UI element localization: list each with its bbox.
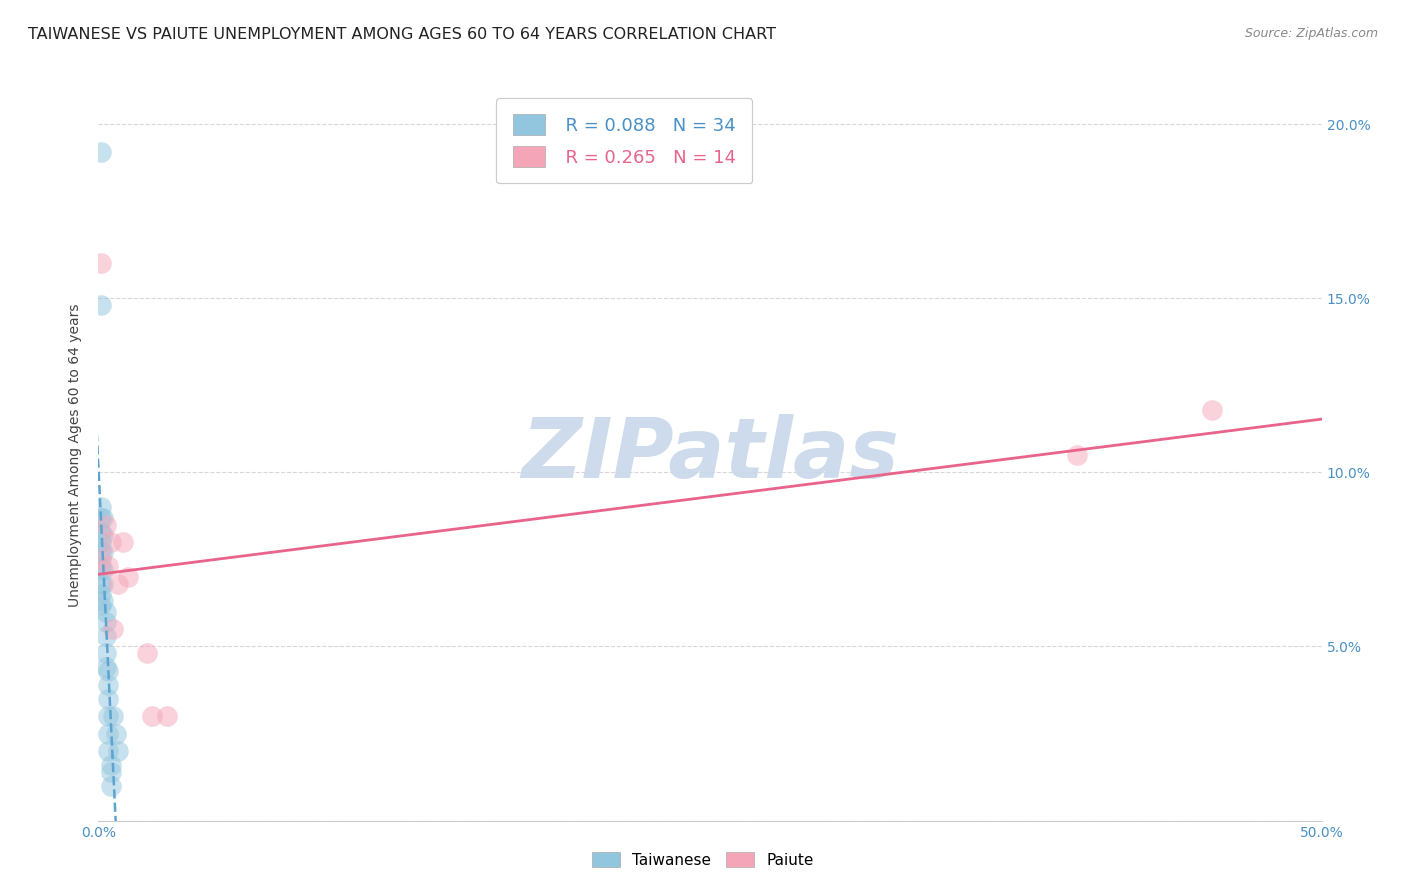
- Y-axis label: Unemployment Among Ages 60 to 64 years: Unemployment Among Ages 60 to 64 years: [69, 303, 83, 607]
- Point: [91, 545, 114, 559]
- Point: [111, 535, 134, 549]
- Point: [107, 576, 129, 591]
- Point: [90, 576, 112, 591]
- Point: [97, 664, 120, 678]
- Point: [91, 576, 114, 591]
- Point: [100, 779, 122, 793]
- Legend:   R = 0.088   N = 34,   R = 0.265   N = 14: R = 0.088 N = 34, R = 0.265 N = 14: [496, 98, 752, 183]
- Text: TAIWANESE VS PAIUTE UNEMPLOYMENT AMONG AGES 60 TO 64 YEARS CORRELATION CHART: TAIWANESE VS PAIUTE UNEMPLOYMENT AMONG A…: [28, 27, 776, 42]
- Point: [90, 256, 112, 270]
- Point: [100, 764, 122, 779]
- Point: [141, 709, 163, 723]
- Point: [94, 660, 117, 674]
- Point: [90, 535, 112, 549]
- Point: [94, 517, 117, 532]
- Point: [97, 744, 120, 758]
- Legend: Taiwanese, Paiute: Taiwanese, Paiute: [585, 844, 821, 875]
- Point: [91, 510, 114, 524]
- Point: [90, 587, 112, 601]
- Point: [1201, 402, 1223, 417]
- Point: [91, 528, 114, 542]
- Point: [91, 563, 114, 577]
- Text: ZIPatlas: ZIPatlas: [522, 415, 898, 495]
- Point: [117, 570, 139, 584]
- Point: [97, 709, 120, 723]
- Point: [90, 500, 112, 515]
- Point: [90, 524, 112, 539]
- Point: [94, 605, 117, 619]
- Point: [101, 709, 124, 723]
- Point: [97, 678, 120, 692]
- Point: [100, 535, 122, 549]
- Point: [94, 615, 117, 629]
- Point: [156, 709, 179, 723]
- Point: [90, 598, 112, 612]
- Point: [100, 758, 122, 772]
- Point: [90, 545, 112, 559]
- Point: [97, 559, 120, 574]
- Point: [90, 559, 112, 574]
- Point: [91, 594, 114, 608]
- Point: [97, 726, 120, 740]
- Point: [90, 510, 112, 524]
- Point: [90, 145, 112, 159]
- Point: [94, 629, 117, 643]
- Point: [136, 647, 159, 661]
- Point: [94, 647, 117, 661]
- Point: [90, 552, 112, 566]
- Point: [1066, 448, 1088, 462]
- Point: [97, 691, 120, 706]
- Point: [101, 622, 124, 636]
- Point: [107, 744, 129, 758]
- Point: [104, 726, 127, 740]
- Text: Source: ZipAtlas.com: Source: ZipAtlas.com: [1244, 27, 1378, 40]
- Point: [90, 298, 112, 312]
